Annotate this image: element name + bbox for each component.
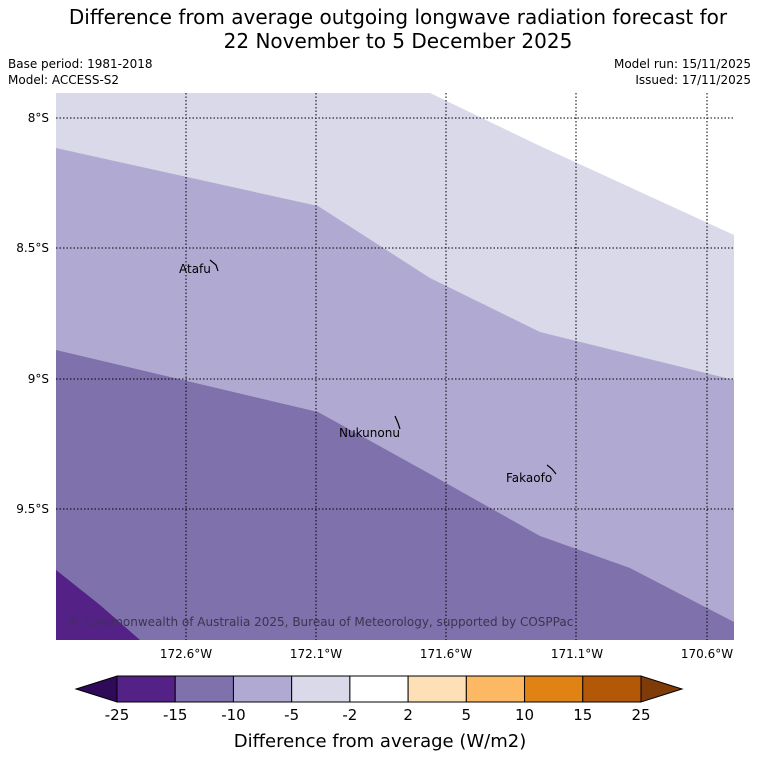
colorbar-tick-label: -5 <box>284 706 299 724</box>
latitude-labels: 8°S 8.5°S 9°S 9.5°S <box>16 111 49 516</box>
colorbar-extend-high <box>640 675 684 703</box>
colorbar-swatch <box>349 675 409 703</box>
lon-label: 170.6°W <box>681 647 733 661</box>
atoll-nukunonu <box>394 415 401 430</box>
lon-label: 172.1°W <box>290 647 342 661</box>
lon-label: 171.1°W <box>551 647 603 661</box>
lon-label: 172.6°W <box>160 647 212 661</box>
colorbar-tick-label: 2 <box>403 706 413 724</box>
colorbar-swatch <box>232 675 293 703</box>
meta-left: Base period: 1981-2018 Model: ACCESS-S2 <box>8 56 153 88</box>
place-labels: Atafu Nukunonu Fakaofo <box>179 262 552 485</box>
copyright-notice: © Commonwealth of Australia 2025, Bureau… <box>68 615 573 629</box>
atolls <box>209 259 557 475</box>
colorbar-tick-label: -15 <box>163 706 188 724</box>
atoll-fakaofo <box>546 464 557 475</box>
contour-band-minus-10-to-minus-15 <box>56 350 734 640</box>
map-area: Atafu Nukunonu Fakaofo © Commonwealth of… <box>56 93 734 640</box>
colorbar-tick-label: -2 <box>342 706 357 724</box>
place-label-atafu: Atafu <box>179 262 211 276</box>
lat-label: 8°S <box>28 111 49 125</box>
colorbar-swatch <box>582 675 642 703</box>
lon-label: 171.6°W <box>420 647 472 661</box>
contour-band-minus-15-to-minus-25 <box>56 570 140 640</box>
title-line-1: Difference from average outgoing longwav… <box>68 5 728 29</box>
model-run: Model run: 15/11/2025 <box>613 57 751 71</box>
colorbar-extend-low <box>74 675 118 703</box>
graticule <box>56 93 734 640</box>
colorbar-swatch <box>465 675 526 703</box>
model-name: Model: ACCESS-S2 <box>8 73 120 87</box>
colorbar-swatch <box>174 675 234 703</box>
colorbar-tick-label: -10 <box>221 706 246 724</box>
colorbar-tick-label: -25 <box>105 706 130 724</box>
lat-label: 8.5°S <box>16 241 49 255</box>
base-period: Base period: 1981-2018 <box>8 57 153 71</box>
atoll-atafu <box>209 259 219 272</box>
place-label-nukunonu: Nukunonu <box>339 426 400 440</box>
colorbar-tick-label: 15 <box>573 706 592 724</box>
colorbar-swatch <box>524 675 584 703</box>
longitude-labels: 172.6°W 172.1°W 171.6°W 171.1°W 170.6°W <box>160 647 733 661</box>
colorbar-swatch <box>116 675 176 703</box>
colorbar-tick-label: 10 <box>515 706 534 724</box>
colorbar: -25 -15 -10 -5 -2 2 5 10 15 25 <box>74 675 684 724</box>
place-label-fakaofo: Fakaofo <box>506 471 552 485</box>
meta-right: Model run: 15/11/2025 Issued: 17/11/2025 <box>614 56 751 88</box>
chart-title: Difference from average outgoing longwav… <box>0 5 758 53</box>
colorbar-swatch <box>407 675 467 703</box>
colorbar-tick-label: 5 <box>462 706 472 724</box>
issued-date: Issued: 17/11/2025 <box>635 73 751 87</box>
lat-label: 9.5°S <box>16 502 49 516</box>
colorbar-swatch <box>291 675 351 703</box>
lat-label: 9°S <box>28 372 49 386</box>
title-line-2: 22 November to 5 December 2025 <box>223 29 573 53</box>
colorbar-tick-label: 25 <box>631 706 650 724</box>
colorbar-title: Difference from average (W/m2) <box>234 731 526 752</box>
